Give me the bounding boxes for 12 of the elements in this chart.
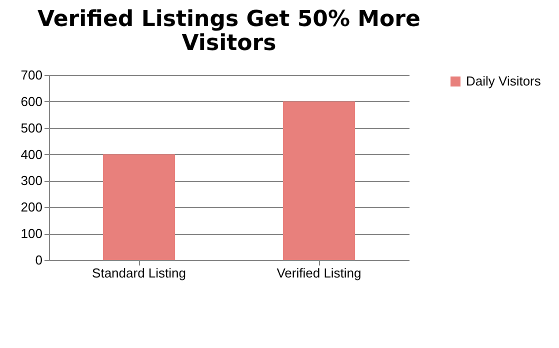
y-tick-label: 400 — [20, 146, 42, 162]
chart-title: Verified Listings Get 50% More Visitors — [38, 7, 420, 56]
y-tick-label: 300 — [20, 173, 42, 188]
y-tick-label: 700 — [20, 68, 42, 82]
y-tick-label: 100 — [20, 226, 42, 242]
x-tick-label: Standard Listing — [92, 266, 186, 280]
y-tick-label: 600 — [20, 94, 42, 109]
x-tick-label: Verified Listing — [276, 266, 362, 280]
legend-label: Daily Visitors — [466, 74, 542, 88]
y-tick-label: 0 — [35, 252, 42, 268]
y-tick-label: 500 — [20, 120, 42, 136]
y-tick-label: 200 — [20, 200, 42, 215]
